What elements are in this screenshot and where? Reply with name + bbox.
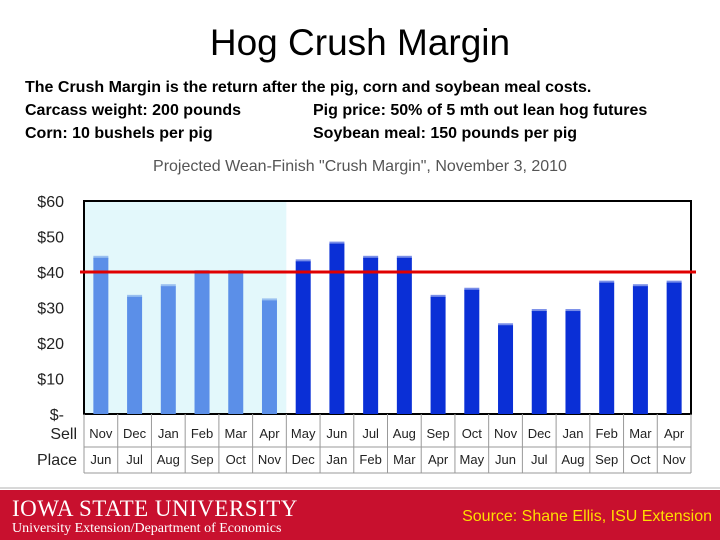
- place-month-label: Nov: [258, 452, 282, 467]
- bar: [396, 257, 412, 414]
- sell-month-label: Feb: [595, 426, 617, 441]
- bar-cap: [599, 280, 615, 284]
- place-month-label: Nov: [663, 452, 687, 467]
- bar: [194, 272, 210, 414]
- footer-divider: [0, 487, 720, 489]
- place-month-label: Apr: [428, 452, 449, 467]
- bar: [363, 257, 379, 414]
- sell-month-label: Aug: [393, 426, 416, 441]
- sell-month-label: Mar: [225, 426, 248, 441]
- chart-title: Projected Wean-Finish "Crush Margin", No…: [153, 158, 567, 175]
- y-tick-label: $10: [37, 372, 64, 389]
- bar-cap: [396, 255, 412, 259]
- sell-month-label: Feb: [191, 426, 213, 441]
- bar-cap: [430, 294, 446, 298]
- place-month-label: Mar: [393, 452, 416, 467]
- bar: [666, 282, 682, 414]
- row-label: Place: [37, 452, 77, 469]
- bar-cap: [160, 284, 176, 288]
- y-tick-label: $30: [37, 301, 64, 318]
- bar: [228, 272, 244, 414]
- bar-cap: [295, 259, 311, 263]
- bar-cap: [93, 255, 109, 259]
- place-month-label: Jul: [531, 452, 548, 467]
- bar: [599, 282, 615, 414]
- place-month-label: Jun: [495, 452, 516, 467]
- y-tick-label: $60: [37, 194, 64, 211]
- footer-department: University Extension/Department of Econo…: [12, 521, 282, 536]
- sell-month-label: Sep: [427, 426, 450, 441]
- place-month-label: May: [460, 452, 485, 467]
- sell-month-label: Nov: [494, 426, 518, 441]
- bar: [498, 325, 514, 414]
- place-month-label: Dec: [292, 452, 316, 467]
- bar-cap: [127, 294, 143, 298]
- bar: [295, 261, 311, 414]
- place-month-label: Oct: [226, 452, 247, 467]
- bar-cap: [531, 309, 547, 313]
- description-line: The Crush Margin is the return after the…: [25, 79, 592, 96]
- sell-month-label: Jan: [158, 426, 179, 441]
- sell-month-label: Jun: [326, 426, 347, 441]
- bar: [632, 286, 648, 414]
- sell-month-label: Dec: [528, 426, 552, 441]
- sell-month-label: Dec: [123, 426, 147, 441]
- place-month-label: Aug: [561, 452, 584, 467]
- shaded-region: [84, 201, 287, 414]
- bar: [93, 257, 109, 414]
- place-month-label: Jan: [326, 452, 347, 467]
- bar-cap: [464, 287, 480, 291]
- bar: [160, 286, 176, 414]
- slide-title: Hog Crush Margin: [209, 22, 511, 63]
- corn-text: Corn: 10 bushels per pig: [25, 125, 213, 142]
- bar-cap: [363, 255, 379, 259]
- isu-logo: IOWA STATE UNIVERSITY: [12, 496, 298, 521]
- source-credit: Source: Shane Ellis, ISU Extension: [462, 508, 712, 525]
- place-month-label: Feb: [359, 452, 381, 467]
- bar-cap: [632, 284, 648, 288]
- bar: [261, 300, 277, 414]
- y-tick-label: $50: [37, 230, 64, 247]
- bar-cap: [666, 280, 682, 284]
- sell-month-label: Nov: [89, 426, 113, 441]
- bar: [531, 311, 547, 414]
- sell-month-label: Apr: [259, 426, 280, 441]
- place-month-label: Sep: [595, 452, 618, 467]
- crush-margin-chart: $- $10 $20 $30 $40 $50 $60 Sell Place Nov Dec Jan Fe…: [37, 194, 696, 474]
- sell-month-label: Apr: [664, 426, 685, 441]
- carcass-weight-text: Carcass weight: 200 pounds: [25, 102, 242, 119]
- pig-price-text: Pig price: 50% of 5 mth out lean hog fut…: [313, 102, 648, 119]
- bar: [430, 296, 446, 414]
- bar-cap: [329, 241, 345, 245]
- sell-month-label: May: [291, 426, 316, 441]
- bar: [464, 289, 480, 414]
- bar-cap: [498, 323, 514, 327]
- y-tick-label: $40: [37, 265, 64, 282]
- bar: [127, 296, 143, 414]
- footer-bar: [0, 490, 720, 540]
- soybean-meal-text: Soybean meal: 150 pounds per pig: [313, 125, 578, 142]
- sell-month-label: Oct: [462, 426, 483, 441]
- place-month-label: Jun: [90, 452, 111, 467]
- place-month-label: Jul: [126, 452, 143, 467]
- y-tick-label: $20: [37, 336, 64, 353]
- bar: [329, 243, 345, 414]
- sell-month-label: Jan: [562, 426, 583, 441]
- bar-cap: [261, 298, 277, 302]
- sell-month-label: Mar: [629, 426, 652, 441]
- place-month-label: Oct: [630, 452, 651, 467]
- bar: [565, 311, 581, 414]
- place-month-label: Aug: [157, 452, 180, 467]
- bar-cap: [565, 309, 581, 313]
- row-label: Sell: [50, 426, 77, 443]
- sell-month-label: Jul: [362, 426, 379, 441]
- place-month-label: Sep: [190, 452, 213, 467]
- y-tick-label: $-: [50, 407, 64, 424]
